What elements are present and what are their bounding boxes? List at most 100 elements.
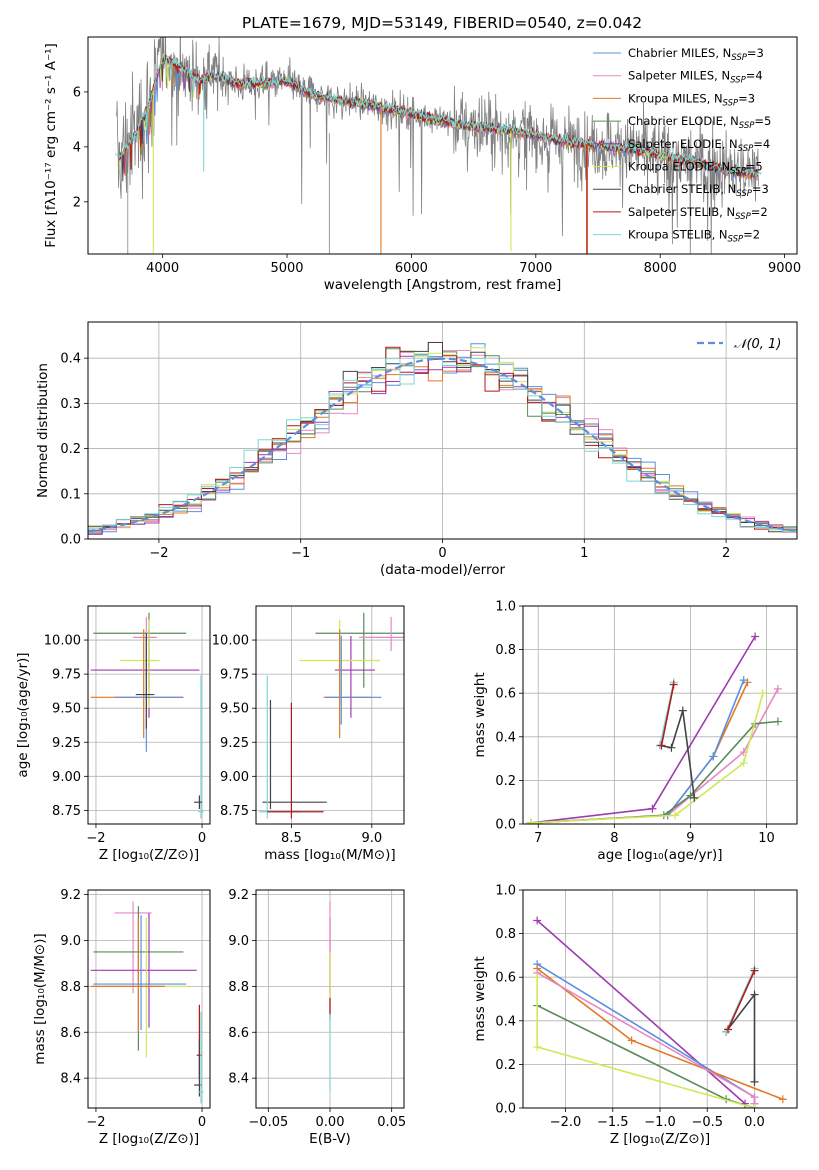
x-tick-label: 0.0: [744, 1115, 765, 1130]
x-tick-label: 7: [534, 831, 542, 846]
weight-series-line: [725, 968, 756, 1033]
x-tick-label: −2: [86, 831, 105, 846]
weight-point-marker: [739, 676, 748, 685]
legend-entry: Kroupa ELODIE, NSSP=5: [628, 160, 763, 177]
x-axis-label: mass [log₁₀(M/M⊙)]: [264, 847, 395, 863]
y-tick-label: 0.0: [60, 533, 81, 548]
legend-entry: Salpeter MILES, NSSP=4: [628, 69, 763, 86]
legend-entry: 𝒩(0, 1): [734, 337, 781, 352]
plot-area: [90, 612, 204, 819]
model-spectrum-line: [114, 54, 762, 176]
x-axis-label: E(B-V): [309, 1131, 351, 1147]
weight-point-marker: [627, 1036, 636, 1045]
weight-point-marker: [724, 1025, 733, 1034]
weight-point-marker: [533, 1042, 542, 1051]
x-tick-label: 9: [686, 831, 694, 846]
axes-frame: 8.5 9.0 8.75 9.00 9.25 9.50 9.75 10.00 mass [log…: [212, 605, 405, 863]
x-axis-label: Z [log₁₀(Z/Z⊙)]: [610, 1131, 710, 1147]
x-tick-label: 8.5: [281, 831, 302, 846]
y-axis-label: mass weight: [472, 672, 488, 757]
weight-point-marker: [671, 811, 680, 820]
x-tick-label: −0.05: [248, 1115, 288, 1130]
weight-series-line: [660, 684, 675, 746]
x-tick-label: 2: [722, 546, 730, 561]
y-tick-label: 9.25: [220, 736, 249, 751]
axes-frame: −2.0 −1.5 −1.0 −0.5 0.0 0.0 0.2 0.4 0.6 0.8 1.0 Z […: [472, 884, 798, 1147]
y-tick-label: 9.0: [60, 934, 81, 949]
x-tick-label: −2: [149, 546, 168, 561]
legend-entry: Kroupa STELIB, NSSP=2: [628, 228, 760, 245]
chart-title: PLATE=1679, MJD=53149, FIBERID=0540, z=0…: [242, 14, 642, 32]
x-tick-label: 0: [198, 831, 206, 846]
weight-point-marker: [657, 741, 666, 750]
chart-age-vs-mass: 8.5 9.0 8.75 9.00 9.25 9.50 9.75 10.00 mass [log…: [212, 605, 405, 863]
x-tick-label: −1: [291, 546, 310, 561]
normal-distribution-curve: [88, 357, 797, 533]
weight-point-marker: [709, 752, 718, 761]
x-tick-label: −0.5: [691, 1115, 723, 1130]
weight-point-marker: [690, 793, 699, 802]
axes-spines: [87, 605, 211, 825]
weight-point-marker: [739, 758, 748, 767]
y-axis-label: Normed distribution: [35, 363, 51, 498]
y-tick-label: 9.50: [52, 702, 81, 717]
y-tick-label: 0.4: [495, 1014, 516, 1029]
y-tick-label: 9.75: [52, 668, 81, 683]
weight-point-marker: [758, 689, 767, 698]
y-axis-label: age [log₁₀(age/yr)]: [15, 652, 31, 777]
weight-series-line: [659, 710, 696, 798]
y-tick-label: 0.4: [60, 352, 81, 367]
chart-mass-weight-vs-age: 7 8 9 10 0.0 0.2 0.4 0.6 0.8 1.0 age [log₁₀(age/yr…: [472, 600, 798, 863]
y-tick-label: 8.8: [60, 980, 81, 995]
y-axis-label: mass [log₁₀(M/M⊙)]: [32, 933, 48, 1064]
y-tick-label: 0.6: [495, 687, 516, 702]
legend-entry: Chabrier MILES, NSSP=3: [628, 46, 764, 63]
y-tick-label: 0.8: [495, 643, 516, 658]
chart-age-vs-Z: −2 0 8.75 9.00 9.25 9.50 9.75 10.00 Z [log₁₀(Z/Z…: [15, 605, 211, 863]
weight-point-marker: [533, 916, 542, 925]
y-tick-label: 9.75: [220, 668, 249, 683]
y-tick-label: 8.6: [228, 1026, 249, 1041]
x-tick-label: 0: [198, 1115, 206, 1130]
plot-area: [526, 632, 782, 824]
y-tick-label: 8.8: [228, 980, 249, 995]
x-tick-label: 0.05: [377, 1115, 406, 1130]
axes-frame: 4000 5000 6000 7000 8000 9000 2 4 6 wavelength [A…: [43, 14, 801, 293]
axes-spines: [87, 36, 798, 255]
y-axis-label: mass weight: [472, 956, 488, 1041]
axes-frame: −2 −1 0 1 2 0.0 0.1 0.2 0.3 0.4 (data-model)/error…: [35, 321, 798, 578]
y-tick-label: 8.4: [60, 1072, 81, 1087]
legend-entry: Kroupa MILES, NSSP=3: [628, 91, 755, 108]
x-tick-label: 9.0: [361, 831, 382, 846]
axes-frame: −2 0 8.4 8.6 8.8 9.0 9.2 Z [log₁₀(Z/Z⊙)] mass [l…: [32, 888, 211, 1147]
legend: Chabrier MILES, NSSP=3 Salpeter MILES, NS…: [593, 46, 771, 245]
y-tick-label: 0.2: [60, 442, 81, 457]
x-axis-label: Z [log₁₀(Z/Z⊙)]: [99, 1131, 199, 1147]
y-tick-label: 6: [73, 85, 81, 100]
x-tick-label: 5000: [270, 261, 303, 276]
x-tick-label: −2.0: [550, 1115, 582, 1130]
x-tick-label: 8: [610, 831, 618, 846]
weight-point-marker: [773, 717, 782, 726]
y-tick-label: 1.0: [495, 884, 516, 899]
y-tick-label: 9.00: [220, 770, 249, 785]
x-tick-label: 0: [438, 546, 446, 561]
chart-residuals: −2 −1 0 1 2 0.0 0.1 0.2 0.3 0.4 (data-model)/error…: [35, 321, 798, 578]
x-axis-label: Z [log₁₀(Z/Z⊙)]: [99, 847, 199, 863]
weight-point-marker: [750, 990, 759, 999]
y-axis-label: Flux [fλ10⁻¹⁷ erg cm⁻² s⁻¹ A⁻¹]: [43, 43, 59, 248]
weight-point-marker: [750, 966, 759, 975]
y-tick-label: 0.2: [495, 1058, 516, 1073]
plot-area: [114, 37, 762, 254]
chart-mass-vs-Z: −2 0 8.4 8.6 8.8 9.0 9.2 Z [log₁₀(Z/Z⊙)] mass [l…: [32, 888, 211, 1147]
legend-entry: Chabrier ELODIE, NSSP=5: [628, 114, 771, 131]
weight-series-line: [530, 692, 764, 824]
weight-point-marker: [750, 1077, 759, 1086]
plot-area: [88, 341, 797, 535]
y-tick-label: 0.4: [495, 730, 516, 745]
weight-point-marker: [778, 1095, 787, 1104]
x-tick-label: 4000: [146, 261, 179, 276]
y-tick-label: 0.3: [60, 397, 81, 412]
plot-area: [259, 612, 404, 819]
